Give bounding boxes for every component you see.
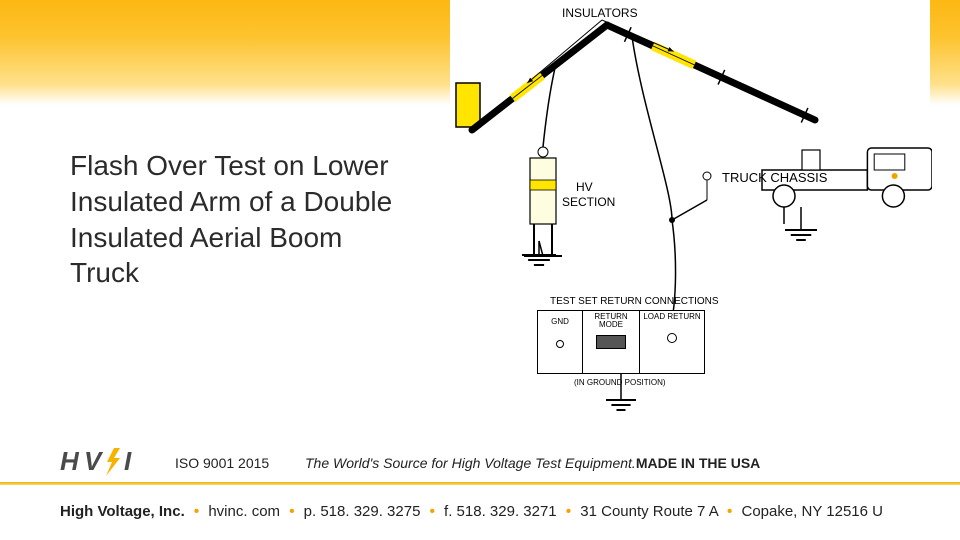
label-truck-chassis: TRUCK CHASSIS: [722, 170, 827, 185]
svg-text:V: V: [84, 446, 104, 476]
label-return-mode: RETURN MODE: [583, 313, 639, 329]
bullet-icon: •: [189, 503, 204, 520]
footer-addr2: Copake, NY 12516 U: [741, 503, 882, 520]
test-set-box: GND RETURN MODE LOAD RETURN: [537, 310, 705, 374]
bullet-icon: •: [425, 503, 440, 520]
schematic-diagram: INSULATORS HV SECTION TRUCK CHASSIS TEST…: [450, 0, 930, 415]
footer-phone: p. 518. 329. 3275: [304, 503, 421, 520]
tagline: The World's Source for High Voltage Test…: [305, 455, 760, 471]
return-mode-switch-icon: [596, 335, 626, 349]
footer: High Voltage, Inc. • hvinc. com • p. 518…: [60, 503, 883, 520]
made-in-usa: MADE IN THE USA: [636, 455, 760, 471]
label-load-return: LOAD RETURN: [643, 313, 700, 321]
gnd-terminal-icon: [556, 340, 564, 348]
svg-text:H: H: [60, 446, 80, 476]
divider-rule: [0, 482, 960, 485]
label-insulators: INSULATORS: [562, 6, 638, 20]
slide-title: Flash Over Test on Lower Insulated Arm o…: [70, 148, 410, 291]
tagline-text: The World's Source for High Voltage Test…: [305, 455, 636, 471]
bullet-icon: •: [284, 503, 299, 520]
bullet-icon: •: [722, 503, 737, 520]
iso-cert: ISO 9001 2015: [175, 455, 269, 471]
label-test-set: TEST SET RETURN CONNECTIONS: [550, 296, 719, 307]
footer-web: hvinc. com: [208, 503, 280, 520]
bullet-icon: •: [561, 503, 576, 520]
footer-fax: f. 518. 329. 3271: [444, 503, 557, 520]
label-gnd: GND: [551, 317, 569, 326]
footer-addr1: 31 County Route 7 A: [580, 503, 718, 520]
label-ground-position: (IN GROUND POSITION): [574, 378, 666, 387]
label-hv1: HV: [576, 180, 593, 194]
svg-text:I: I: [124, 446, 132, 476]
label-hv2: SECTION: [562, 195, 615, 209]
footer-company: High Voltage, Inc.: [60, 503, 185, 520]
hvi-logo: H V I: [60, 446, 156, 478]
load-return-terminal-icon: [667, 333, 677, 343]
